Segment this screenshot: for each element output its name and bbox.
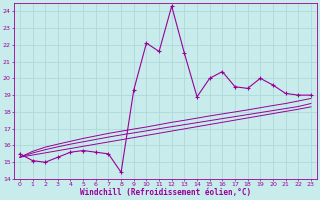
X-axis label: Windchill (Refroidissement éolien,°C): Windchill (Refroidissement éolien,°C): [80, 188, 251, 197]
